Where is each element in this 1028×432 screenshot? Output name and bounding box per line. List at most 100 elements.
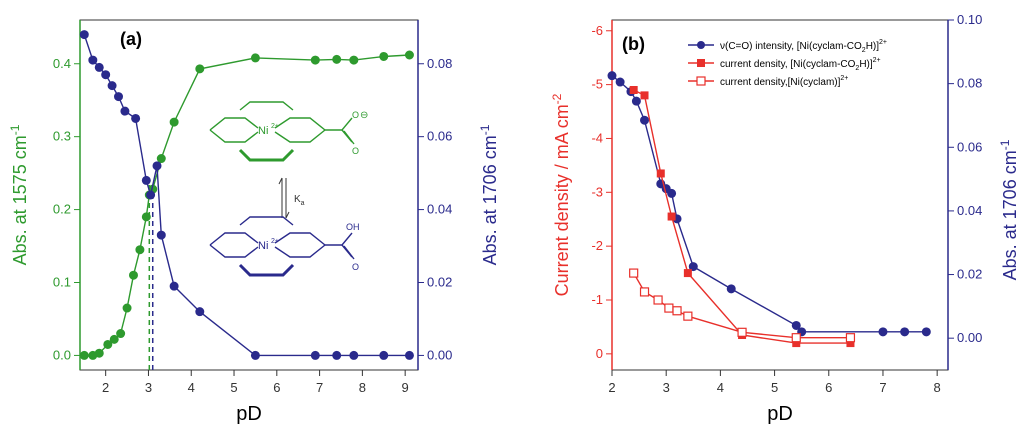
ni-charge-bottom: 2+ [271, 238, 279, 245]
data-point [250, 53, 260, 63]
right-tick-label: 0.08 [427, 56, 452, 71]
plot-frame-a [79, 19, 419, 371]
data-point [639, 287, 650, 297]
right-tick-label: 0.10 [957, 12, 982, 27]
left-ticks-b: 0 -1 -2 -3 -4 -5 -6 [591, 23, 612, 361]
series-line [83, 34, 410, 357]
right-tick-label: 0.02 [427, 275, 452, 290]
data-point [88, 55, 98, 65]
data-point [146, 190, 156, 200]
data-point [737, 327, 747, 337]
data-point [101, 70, 111, 80]
data-point [79, 30, 89, 40]
y-axis-label-right-b: Abs. at 1706 cm-1 [998, 139, 1020, 280]
y-axis-label-right-a: Abs. at 1706 cm-1 [478, 124, 500, 265]
right-tick-label: 0.06 [957, 139, 982, 154]
o-label-bottom: O [352, 262, 359, 272]
y-axis-label-left-a: Abs. at 1575 cm-1 [8, 124, 30, 265]
data-point [332, 54, 342, 64]
ni-charge-top: 2+ [271, 123, 279, 130]
ka-label: Ka [294, 194, 305, 207]
data-point [156, 230, 166, 240]
x-tick-label: 4 [188, 380, 195, 395]
series-group-a [79, 30, 414, 360]
x-tick-label: 8 [934, 380, 941, 395]
vline-group-a [148, 185, 154, 370]
data-point [615, 77, 625, 87]
x-axis-label-b: pD [767, 403, 793, 425]
legend: ν(C=O) intensity, [Ni(cyclam-CO2H)]2+ cur… [688, 39, 887, 88]
legend-marker [697, 41, 705, 49]
data-point [122, 303, 132, 313]
data-point [404, 50, 414, 60]
data-point [656, 169, 665, 178]
data-point [195, 64, 205, 74]
data-point [683, 311, 693, 321]
cyclam-structure-deprotonated [209, 101, 355, 162]
ni-label-bottom: Ni [258, 240, 268, 252]
left-tick-label: 0.1 [53, 275, 71, 290]
x-ticks-b: 2 3 4 5 6 7 8 [608, 370, 941, 395]
data-point [195, 307, 205, 317]
data-point [131, 113, 141, 123]
legend-label: ν(C=O) intensity, [Ni(cyclam-CO2H)]2+ [720, 39, 887, 54]
o-label-top-1: O [352, 110, 359, 120]
data-point [726, 284, 736, 294]
data-point [107, 81, 117, 91]
data-point [667, 188, 677, 198]
data-point [250, 350, 260, 360]
data-point [94, 348, 104, 358]
left-tick-label: -6 [591, 23, 603, 38]
left-tick-label: -1 [591, 292, 603, 307]
legend-label: current density,[Ni(cyclam)]2+ [720, 75, 848, 88]
data-point [688, 262, 698, 272]
series-line [611, 75, 927, 333]
x-tick-label: 3 [663, 380, 670, 395]
data-point [791, 333, 801, 343]
data-point [404, 350, 414, 360]
left-tick-label: 0.0 [53, 347, 71, 362]
data-point [349, 55, 359, 65]
x-tick-label: 7 [316, 380, 323, 395]
data-point [349, 350, 359, 360]
x-ticks-a: 2 3 4 5 6 7 8 9 [102, 370, 409, 395]
right-tick-label: 0.02 [957, 267, 982, 282]
data-point [310, 350, 320, 360]
legend-marker [696, 76, 706, 86]
data-point [607, 71, 617, 81]
x-tick-label: 8 [359, 380, 366, 395]
data-point [846, 339, 855, 348]
left-tick-label: -4 [591, 130, 603, 145]
data-point [629, 268, 639, 278]
data-point [141, 175, 151, 185]
data-point [79, 350, 89, 360]
left-tick-label: -5 [591, 77, 603, 92]
data-point [109, 334, 119, 344]
left-tick-label: 0.2 [53, 202, 71, 217]
data-point [379, 51, 389, 61]
data-point [152, 161, 162, 171]
data-point [921, 327, 931, 337]
x-tick-label: 5 [230, 380, 237, 395]
right-tick-label: 0.00 [427, 347, 452, 362]
right-ticks-a: 0.00 0.02 0.04 0.06 0.08 [418, 56, 452, 362]
legend-marker [697, 59, 705, 67]
data-point [120, 106, 130, 116]
data-point [629, 86, 638, 94]
data-point [653, 295, 663, 305]
series-line [633, 89, 851, 344]
x-tick-label: 3 [145, 380, 152, 395]
data-point [332, 350, 342, 360]
data-point [94, 62, 104, 72]
x-tick-label: 2 [102, 380, 109, 395]
data-point [631, 96, 641, 106]
series-group-b [607, 71, 931, 348]
y-axis-label-left-b: Current density / mA cm-2 [550, 93, 572, 296]
legend-label: current density, [Ni(cyclam-CO2H)]2+ [720, 57, 881, 72]
o-label-top-2: O [352, 146, 359, 156]
panel-label-a: (a) [120, 29, 142, 49]
equilibrium-arrows [278, 177, 290, 219]
data-point [792, 339, 801, 348]
